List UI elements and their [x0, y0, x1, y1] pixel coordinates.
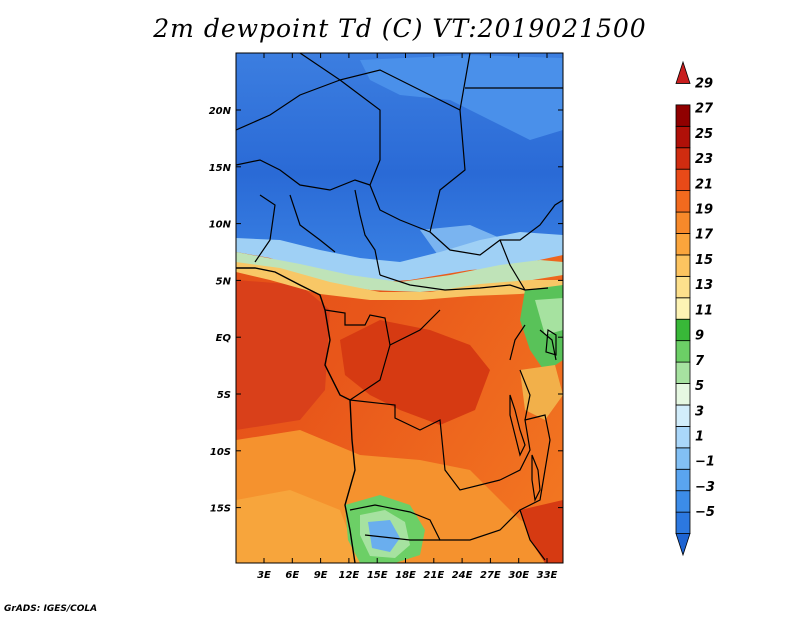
northern-light-blue-patch [360, 55, 563, 140]
lon-label: 27E [480, 570, 501, 581]
colorbar-label: 1 [695, 429, 704, 444]
colorbar-label: −3 [695, 480, 715, 495]
transition-green-band [236, 252, 563, 292]
lon-label: 15E [367, 570, 388, 581]
atlantic-core [236, 280, 330, 430]
colorbar-swatch [675, 275, 691, 299]
lat-label: 5S [217, 390, 231, 401]
lake-outlines [509, 328, 557, 502]
colorbar-label: 5 [695, 379, 704, 394]
colorbar-swatch [675, 340, 691, 363]
colorbar-label: 17 [695, 228, 714, 243]
lat-label: 20N [209, 106, 232, 117]
colorbar-swatch [675, 447, 691, 470]
colorbar-swatch [675, 104, 691, 127]
colorbar-label: 7 [695, 354, 705, 369]
colorbar-label: 3 [695, 404, 704, 419]
east-highlands-orange [520, 365, 563, 420]
grads-credit: GrADS: IGES/COLA [4, 604, 98, 614]
lon-label: 21E [423, 570, 444, 581]
colorbar-swatch [675, 297, 691, 320]
colorbar-swatch [675, 490, 691, 513]
lon-label: 12E [339, 570, 360, 581]
latitude-axis: 20N 15N 10N 5N EQ 5S 10S 15S [209, 106, 563, 515]
southwest-light-band [236, 490, 360, 563]
colorbar-label: 21 [695, 177, 713, 192]
colorbar-swatch [675, 147, 691, 170]
colorbar-label: 25 [695, 127, 713, 142]
lon-label: 3E [257, 570, 271, 581]
colorbar-label: 23 [695, 152, 713, 167]
congo-core [340, 320, 490, 425]
colorbar: 29 27 25 23 21 19 17 15 13 11 9 7 5 3 1 −1 −3 −5 [675, 60, 715, 557]
colorbar-label: 27 [695, 102, 714, 117]
namibia-blue-patch [368, 520, 400, 552]
colorbar-label: −5 [695, 505, 715, 520]
colorbar-swatch [675, 404, 691, 427]
lat-label: 10N [209, 220, 232, 231]
lat-label: EQ [216, 333, 232, 344]
colorbar-swatch [675, 361, 691, 384]
lat-label: 5N [216, 276, 232, 287]
lat-label: 10S [210, 447, 231, 458]
colorbar-top-arrow [675, 60, 691, 84]
lat-label: 15N [209, 163, 232, 174]
map-frame [235, 52, 564, 564]
map-title: 2m dewpoint Td (C) VT:2019021500 [153, 14, 647, 43]
colorbar-swatch [675, 211, 691, 234]
colorbar-label: 29 [695, 76, 713, 91]
colorbar-swatch [675, 168, 691, 192]
colorbar-swatch [675, 425, 691, 449]
lon-label: 30E [508, 570, 529, 581]
colorbar-swatch [675, 190, 691, 213]
lon-label: 33E [537, 570, 558, 581]
lat-label: 15S [210, 504, 231, 515]
coastline [236, 267, 356, 563]
colorbar-swatch [675, 125, 691, 149]
lon-label: 6E [285, 570, 299, 581]
colorbar-label: 19 [695, 203, 713, 218]
country-borders [236, 53, 563, 561]
colorbar-swatch [675, 254, 691, 277]
sahel-light-blue-patch [420, 225, 500, 258]
colorbar-label: 11 [695, 303, 713, 318]
colorbar-label: 15 [695, 253, 713, 268]
colorbar-label: 13 [695, 278, 713, 293]
colorbar-swatch [675, 511, 691, 534]
southeast-red-patch [520, 500, 563, 563]
colorbar-label: −1 [695, 455, 715, 470]
lon-label: 18E [395, 570, 416, 581]
longitude-axis: 3E 6E 9E 12E 15E 18E 21E 24E 27E 30E 33E [257, 53, 558, 581]
colorbar-swatch [675, 233, 691, 256]
transition-yellow-band [236, 262, 563, 300]
colorbar-label: 9 [695, 329, 704, 344]
lon-label: 9E [314, 570, 328, 581]
lon-label: 24E [452, 570, 473, 581]
map-field [236, 53, 563, 563]
east-highlands-light-green [535, 298, 563, 335]
colorbar-swatch [675, 468, 691, 492]
colorbar-swatch [675, 383, 691, 406]
colorbar-bottom-arrow [675, 533, 691, 557]
colorbar-swatch [675, 318, 691, 342]
